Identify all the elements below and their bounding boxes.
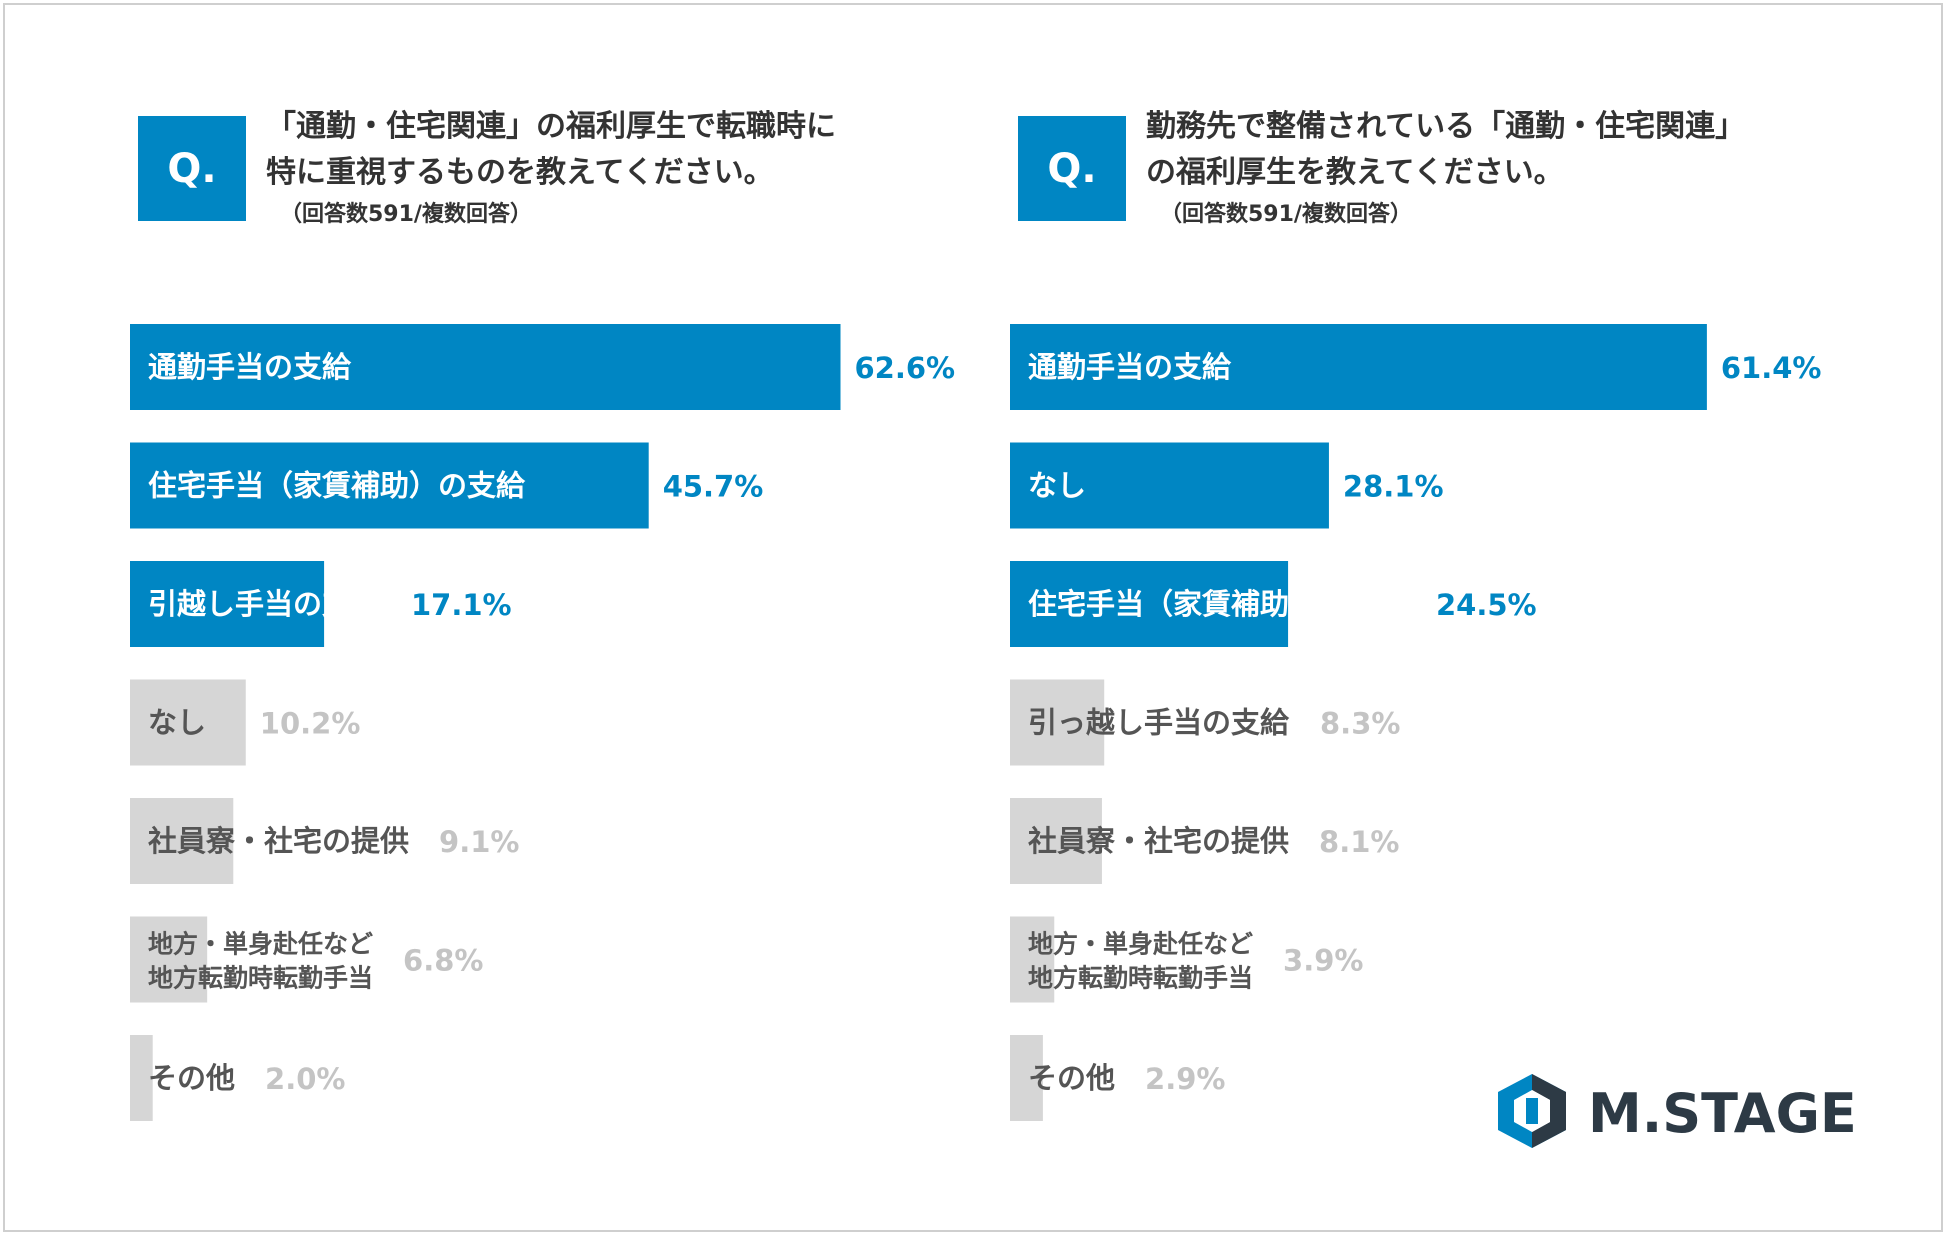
bar [1010,798,1102,884]
bar-label: 社員寮・社宅の提供 [1028,824,1289,858]
logo-text: M.STAGE [1588,1082,1856,1145]
figure-frame [3,3,1943,1232]
value-label: 28.1% [1343,470,1444,504]
bar-label: 社員寮・社宅の提供 [148,824,409,858]
bar-label: 引っ越し手当の支給 [1028,706,1290,740]
bar-label: 引越し手当の支給 [148,587,381,621]
question-note: （回答数591/複数回答） [1160,202,1412,227]
bar [130,442,649,529]
hexagon-logo-icon [1498,1074,1566,1148]
bar [1010,679,1105,766]
question-line-2: 特に重視するものを教えてください。 [266,155,774,190]
bar [1010,916,1055,1003]
bar [130,679,246,766]
bar [130,1035,153,1121]
question-line-1: 勤務先で整備されている「通勤・住宅関連」 [1146,109,1746,144]
value-label: 6.8% [403,944,483,978]
value-label: 24.5% [1436,588,1537,622]
bar-label: 地方・単身赴任など地方転勤時転勤手当 [1028,930,1253,993]
value-label: 10.2% [260,707,361,741]
value-label: 9.1% [439,825,519,859]
bar-label: その他 [148,1061,235,1095]
bar-label: 住宅手当（家賃補助）の支給 [1028,587,1406,621]
value-label: 17.1% [411,588,512,622]
value-label: 2.0% [265,1062,345,1096]
value-label: 3.9% [1283,944,1363,978]
right-panel: Q. 勤務先で整備されている「通勤・住宅関連」 の福利厚生を教えてください。 （… [880,0,1840,1239]
bar-label: 地方・単身赴任など地方転勤時転勤手当 [148,930,373,993]
bar-label: 通勤手当の支給 [1028,350,1232,384]
right-bar-chart: 通勤手当の支給 61.4% なし 28.1% 住宅手当（家賃補助）の支給 24.5% 引っ越… [1010,324,1822,1121]
bar [130,798,234,884]
bar [130,916,208,1003]
value-label: 45.7% [663,470,764,504]
bar-label: なし [148,706,206,740]
bar [1010,442,1329,529]
left-panel: Q. 「通勤・住宅関連」の福利厚生で転職時に 特に重視するものを教えてください。… [0,0,960,1239]
question-line-2: の福利厚生を教えてください。 [1146,155,1564,190]
bar [130,561,325,647]
value-label: 62.6% [855,351,956,385]
bar-label: なし [1028,469,1086,503]
question-line-1: 「通勤・住宅関連」の福利厚生で転職時に [266,109,836,144]
question-badge: Q. [138,116,246,221]
bar [130,324,841,410]
value-label: 61.4% [1721,351,1822,385]
value-label: 2.9% [1145,1062,1225,1096]
bar [1010,561,1289,647]
m-stage-logo: M.STAGE [1498,1074,1856,1148]
question-text: 勤務先で整備されている「通勤・住宅関連」 の福利厚生を教えてください。 [1146,104,1745,196]
bar [1010,1035,1043,1121]
question-badge: Q. [1018,116,1126,221]
value-label: 8.1% [1319,825,1399,859]
value-label: 8.3% [1320,707,1400,741]
bar-label: 住宅手当（家賃補助）の支給 [148,469,526,503]
left-bar-chart: 通勤手当の支給 62.6% 住宅手当（家賃補助）の支給 45.7% 引越し手当の支給 17… [130,324,956,1121]
bar-label: その他 [1028,1061,1115,1095]
bar [1010,324,1707,410]
question-note: （回答数591/複数回答） [280,202,532,227]
question-text: 「通勤・住宅関連」の福利厚生で転職時に 特に重視するものを教えてください。 [266,104,836,196]
bar-label: 通勤手当の支給 [148,350,352,384]
